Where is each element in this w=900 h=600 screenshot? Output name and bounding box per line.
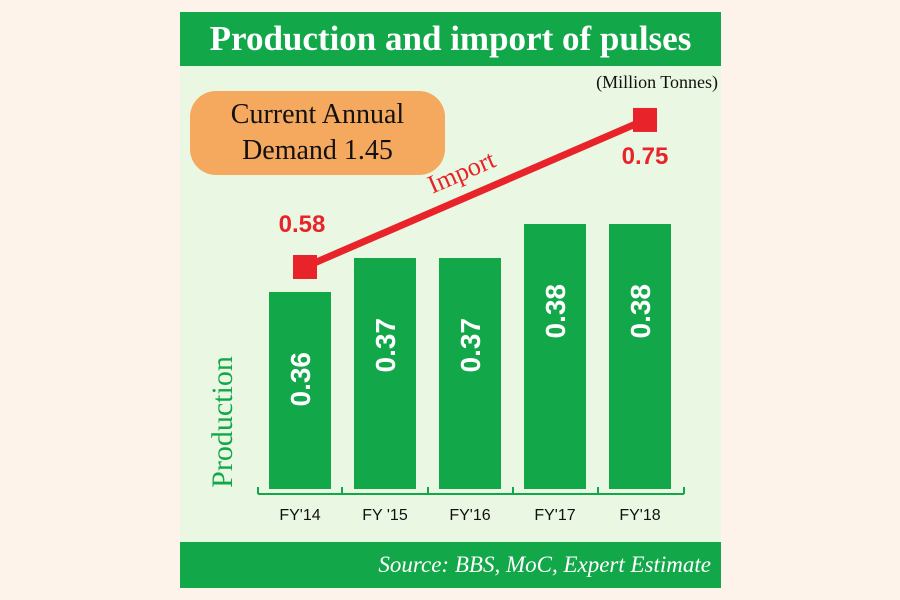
x-axis: FY'14 FY '15 FY'16 FY'17 FY'18	[257, 487, 685, 524]
production-bar	[524, 224, 586, 489]
production-value-label: 0.36	[285, 352, 316, 407]
production-bar	[439, 258, 501, 489]
units-label: (Million Tonnes)	[596, 72, 718, 93]
production-bar	[609, 224, 671, 489]
production-value-label: 0.38	[540, 284, 571, 339]
demand-note-line1: Current Annual	[230, 99, 405, 130]
x-tick-label: FY '15	[362, 507, 408, 524]
production-value-label: 0.38	[625, 284, 656, 339]
production-value-label: 0.37	[455, 318, 486, 373]
production-bar	[269, 292, 331, 489]
x-tick-label: FY'14	[279, 507, 320, 524]
production-bar	[354, 258, 416, 489]
x-tick-label: FY'18	[619, 507, 660, 524]
x-tick-label: FY'17	[534, 507, 575, 524]
chart-svg: (Million Tonnes) Production FY'14 FY '15 F…	[206, 72, 718, 524]
chart-card: Production and import of pulses Current …	[180, 12, 721, 588]
production-bars: 0.36 0.37 0.37 0.38 0.38	[269, 224, 671, 489]
chart-title: Production and import of pulses	[180, 12, 721, 66]
production-value-label: 0.37	[370, 318, 401, 373]
x-tick-label: FY'16	[449, 507, 490, 524]
demand-note-line2: Demand 1.45	[242, 135, 393, 166]
source-note: Source: BBS, MoC, Expert Estimate	[180, 542, 721, 588]
import-marker	[293, 255, 317, 279]
import-line	[303, 116, 647, 271]
import-value-label: 0.75	[622, 143, 669, 170]
y-axis-label: Production	[206, 356, 239, 488]
demand-note: Current Annual Demand 1.45	[190, 91, 445, 175]
import-marker	[633, 107, 657, 132]
import-value-label: 0.58	[279, 211, 326, 238]
